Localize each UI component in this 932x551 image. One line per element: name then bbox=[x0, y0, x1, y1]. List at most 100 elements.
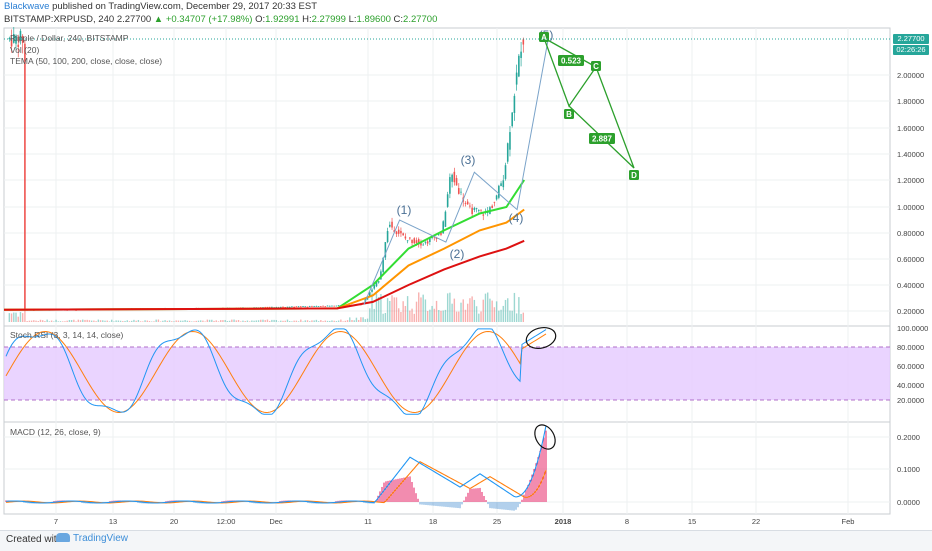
volume-bar bbox=[33, 320, 35, 322]
macd-histogram-bar bbox=[447, 502, 449, 508]
candle-body bbox=[337, 305, 340, 307]
wave-label: (1) bbox=[397, 203, 412, 217]
volume-bar bbox=[295, 320, 298, 322]
volume-bar bbox=[164, 320, 166, 322]
symbol-label: BITSTAMP:XRPUSD, 240 bbox=[4, 14, 115, 25]
macd-histogram-bar bbox=[543, 437, 545, 502]
wave-label: (2) bbox=[450, 247, 465, 261]
candle-body bbox=[437, 234, 440, 236]
candle-body bbox=[409, 237, 411, 239]
volume-bar bbox=[482, 299, 484, 322]
volume-bar bbox=[320, 320, 322, 322]
candle-body bbox=[377, 281, 380, 283]
volume-bar bbox=[15, 312, 17, 322]
volume-bar bbox=[511, 310, 513, 322]
vol-legend[interactable]: Vol (20) bbox=[10, 45, 40, 55]
volume-bar bbox=[333, 320, 335, 322]
candle-body bbox=[480, 209, 482, 211]
volume-bar bbox=[97, 319, 100, 322]
volume-bar bbox=[377, 297, 380, 322]
macd-histogram-bar bbox=[521, 499, 523, 502]
tema-legend[interactable]: TEMA (50, 100, 200, close, close, close) bbox=[10, 56, 163, 66]
candle-body bbox=[288, 306, 291, 308]
macd-histogram-bar bbox=[519, 502, 521, 504]
volume-bar bbox=[188, 320, 191, 322]
volume-bar bbox=[126, 320, 128, 322]
quote-line: BITSTAMP:XRPUSD, 240 2.27700 ▲ +0.34707 … bbox=[4, 14, 437, 25]
volume-bar bbox=[515, 313, 518, 322]
macd-histogram-bar bbox=[467, 492, 469, 502]
volume-bar bbox=[420, 297, 422, 322]
volume-bar bbox=[366, 318, 369, 322]
candle-body bbox=[324, 306, 327, 308]
tradingview-logo[interactable]: TradingView bbox=[56, 533, 128, 544]
volume-bar bbox=[395, 297, 398, 322]
candle-body bbox=[482, 214, 485, 216]
volume-bar bbox=[357, 319, 360, 322]
volume-bar bbox=[62, 321, 64, 322]
volume-bar bbox=[384, 312, 387, 322]
macd-histogram-bar bbox=[421, 502, 423, 505]
candle-body bbox=[393, 230, 396, 233]
macd-histogram-bar bbox=[335, 501, 337, 502]
candle-body bbox=[502, 180, 505, 188]
volume-bar bbox=[453, 298, 456, 322]
volume-bar bbox=[255, 320, 258, 322]
macd-histogram-bar bbox=[449, 502, 451, 508]
macd-histogram-bar bbox=[493, 502, 495, 509]
candle-body bbox=[293, 306, 295, 308]
candle-body bbox=[335, 305, 338, 307]
candle-body bbox=[333, 305, 335, 307]
macd-histogram-bar bbox=[197, 502, 199, 504]
macd-histogram-bar bbox=[495, 502, 497, 509]
volume-bar bbox=[413, 313, 415, 322]
volume-bar bbox=[268, 320, 271, 322]
volume-bar bbox=[424, 299, 427, 322]
macd-histogram-bar bbox=[499, 502, 501, 510]
volume-bar bbox=[322, 321, 324, 322]
macd-histogram-bar bbox=[505, 502, 507, 510]
candle-body bbox=[453, 171, 456, 183]
candle-body bbox=[320, 306, 322, 307]
volume-bar bbox=[495, 301, 498, 322]
candle-body bbox=[460, 191, 462, 193]
volume-bar bbox=[433, 308, 436, 322]
volume-bar bbox=[213, 320, 215, 322]
candle-body bbox=[411, 239, 413, 244]
price-tick-label: 1.40000 bbox=[897, 150, 924, 159]
candle-body bbox=[300, 306, 302, 308]
candle-body bbox=[495, 195, 498, 200]
stoch-tick-label: 80.0000 bbox=[897, 343, 924, 352]
macd-histogram-bar bbox=[491, 502, 493, 509]
macd-histogram-bar bbox=[515, 502, 517, 510]
author-link[interactable]: Blackwave bbox=[4, 1, 50, 12]
volume-bar bbox=[520, 313, 522, 322]
volume-bar bbox=[449, 292, 451, 322]
candle-body bbox=[429, 238, 431, 242]
volume-bar bbox=[362, 317, 364, 322]
candle-body bbox=[264, 307, 267, 308]
volume-bar bbox=[313, 320, 315, 322]
stoch-legend[interactable]: Stoch RSI (3, 3, 14, 14, close) bbox=[10, 330, 124, 340]
volume-bar bbox=[293, 320, 295, 322]
price-tick-label: 0.20000 bbox=[897, 307, 924, 316]
volume-bar bbox=[340, 319, 342, 322]
volume-bar bbox=[389, 300, 391, 322]
volume-bar bbox=[382, 313, 384, 322]
candle-body bbox=[395, 231, 398, 235]
volume-bar bbox=[335, 321, 338, 322]
macd-histogram-bar bbox=[83, 502, 85, 504]
macd-histogram-bar bbox=[507, 502, 509, 511]
macd-histogram-bar bbox=[223, 500, 225, 502]
volume-bar bbox=[240, 321, 242, 322]
volume-bar bbox=[500, 309, 502, 322]
volume-bar bbox=[444, 309, 447, 322]
volume-bar bbox=[222, 320, 224, 322]
volume-bar bbox=[244, 321, 246, 322]
price-tick-label: 0.40000 bbox=[897, 281, 924, 290]
volume-bar bbox=[19, 311, 22, 322]
stoch-highlight-circle bbox=[525, 326, 557, 350]
macd-legend[interactable]: MACD (12, 26, close, 9) bbox=[10, 427, 101, 437]
volume-bar bbox=[88, 320, 91, 322]
